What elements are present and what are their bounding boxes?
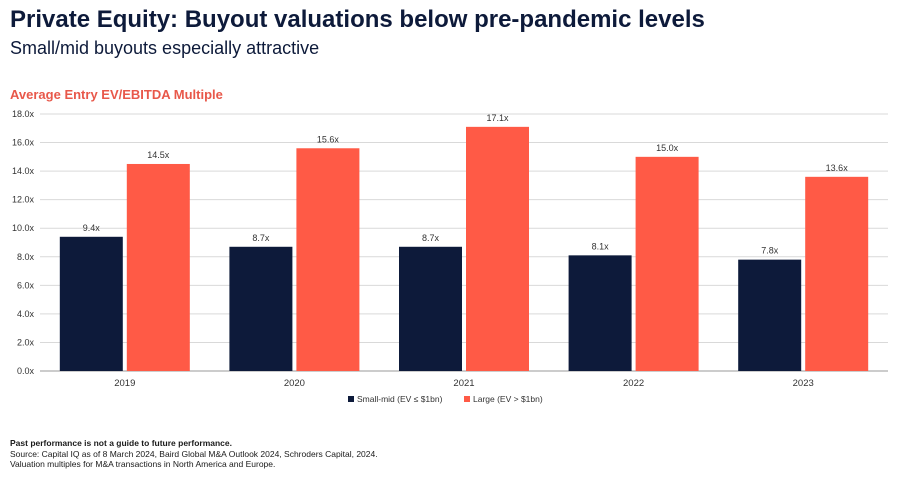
chart-title: Average Entry EV/EBITDA Multiple [10,87,223,102]
bar-large-2022 [635,156,699,371]
data-label: 17.1x [486,113,509,123]
data-label: 15.0x [656,143,679,153]
x-tick-label: 2023 [793,378,814,389]
bar-chart: 0.0x 2.0x 4.0x 6.0x 8.0x 10.0x 12.0x 14.0x 16.0x… [12,109,888,404]
data-label: 7.8x [761,246,779,256]
legend-label: Small-mid (EV ≤ $1bn) [357,394,443,404]
data-label: 8.7x [422,233,440,243]
bar-small-mid-2023 [738,259,802,371]
x-tick-label: 2019 [114,378,135,389]
y-tick-label: 10.0x [12,223,35,233]
bar-small-mid-2019 [59,236,123,371]
data-label: 9.4x [83,223,101,233]
bar-small-mid-2020 [229,246,293,371]
legend-label: Large (EV > $1bn) [473,394,543,404]
bar-large-2021 [466,126,529,371]
legend-swatch [348,396,354,402]
bar-large-2019 [126,163,190,371]
data-label: 8.1x [592,241,610,251]
y-axis-ticks: 0.0x 2.0x 4.0x 6.0x 8.0x 10.0x 12.0x 14.0x 16.0x… [12,109,35,376]
footnotes: Past performance is not a guide to futur… [10,438,378,470]
x-tick-label: 2021 [453,378,474,389]
data-label: 14.5x [147,150,170,160]
y-tick-label: 16.0x [12,138,35,148]
bar-small-mid-2021 [399,246,462,371]
disclaimer-text: Past performance is not a guide to futur… [10,438,232,448]
data-label: 13.6x [826,163,849,173]
bar-large-2020 [296,148,360,371]
legend: Small-mid (EV ≤ $1bn) Large (EV > $1bn) [348,394,543,404]
bar-large-2023 [805,176,869,371]
x-tick-label: 2020 [284,378,305,389]
y-tick-label: 6.0x [17,280,35,290]
page-subtitle: Small/mid buyouts especially attractive [10,38,320,58]
x-tick-label: 2022 [623,378,644,389]
x-axis-ticks: 2019 2020 2021 2022 2023 [114,378,814,389]
data-label: 15.6x [317,134,340,144]
y-tick-label: 14.0x [12,166,35,176]
data-labels: 9.4x 14.5x 8.7x 15.6x 8.7x 17.1x 8.1x 15.0x 7.8x… [83,113,848,256]
y-tick-label: 8.0x [17,252,35,262]
bars [59,126,869,371]
note-text: Valuation multiples for M&A transactions… [10,459,276,469]
y-tick-label: 0.0x [17,366,35,376]
y-tick-label: 18.0x [12,109,35,119]
legend-swatch [464,396,470,402]
bar-small-mid-2022 [568,255,632,371]
data-label: 8.7x [252,233,270,243]
y-tick-label: 12.0x [12,195,35,205]
y-tick-label: 2.0x [17,337,35,347]
y-tick-label: 4.0x [17,309,35,319]
source-text: Source: Capital IQ as of 8 March 2024, B… [10,448,378,459]
page-title: Private Equity: Buyout valuations below … [10,6,705,33]
